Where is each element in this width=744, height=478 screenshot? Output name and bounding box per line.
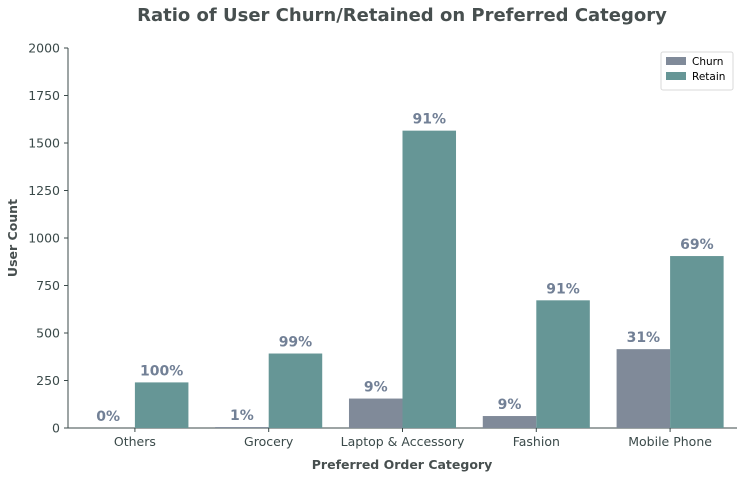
- legend-label-churn: Churn: [692, 56, 723, 68]
- x-tick-label: Grocery: [244, 434, 294, 449]
- bar-churn: [348, 398, 403, 428]
- y-axis: 0 250 500 750 1000 1250 1500 1750 2000: [28, 41, 69, 436]
- data-label-retain: 99%: [279, 335, 313, 351]
- y-tick-label: 750: [36, 278, 60, 293]
- bar-churn: [482, 416, 537, 428]
- bar-retain: [536, 300, 590, 428]
- data-label-retain: 91%: [546, 281, 580, 297]
- data-label-churn: 9%: [498, 397, 522, 413]
- legend-label-retain: Retain: [692, 71, 725, 83]
- y-tick-label: 1250: [28, 183, 60, 198]
- y-tick-label: 1000: [28, 231, 60, 246]
- data-label-retain: 100%: [140, 363, 183, 379]
- y-tick-label: 1500: [28, 136, 60, 151]
- y-tick-label: 500: [36, 326, 60, 341]
- legend-swatch-retain: [666, 72, 686, 80]
- y-tick-label: 2000: [28, 41, 60, 56]
- x-axis-title: Preferred Order Category: [312, 457, 492, 472]
- data-label-churn: 1%: [230, 408, 254, 424]
- data-label-churn: 0%: [96, 409, 120, 425]
- data-label-churn: 9%: [364, 380, 388, 396]
- x-axis: Others Grocery Laptop & Accessory Fashion Mo…: [68, 427, 737, 449]
- bar-churn: [215, 427, 269, 428]
- y-tick-label: 0: [52, 421, 60, 436]
- data-label-retain: 69%: [680, 237, 714, 253]
- x-tick-label: Others: [114, 434, 156, 449]
- bar-retain: [268, 353, 323, 428]
- y-tick-label: 1750: [28, 88, 60, 103]
- bars-group: [134, 130, 724, 428]
- bar-retain: [134, 382, 189, 428]
- data-label-churn: 31%: [627, 330, 661, 346]
- bar-retain: [402, 130, 457, 428]
- x-tick-label: Fashion: [513, 434, 560, 449]
- legend: Churn Retain: [660, 51, 734, 91]
- x-tick-label: Laptop & Accessory: [341, 434, 465, 449]
- y-tick-label: 250: [36, 373, 60, 388]
- data-label-retain: 91%: [413, 112, 447, 128]
- bar-churn: [616, 349, 671, 428]
- chart-title: Ratio of User Churn/Retained on Preferre…: [137, 5, 667, 26]
- bar-retain: [670, 256, 724, 428]
- data-labels-group: 0% 100% 1% 99% 9% 91% 9% 91% 31% 69%: [96, 112, 713, 425]
- x-tick-label: Mobile Phone: [628, 434, 712, 449]
- legend-swatch-churn: [666, 57, 686, 65]
- y-axis-title: User Count: [5, 199, 20, 277]
